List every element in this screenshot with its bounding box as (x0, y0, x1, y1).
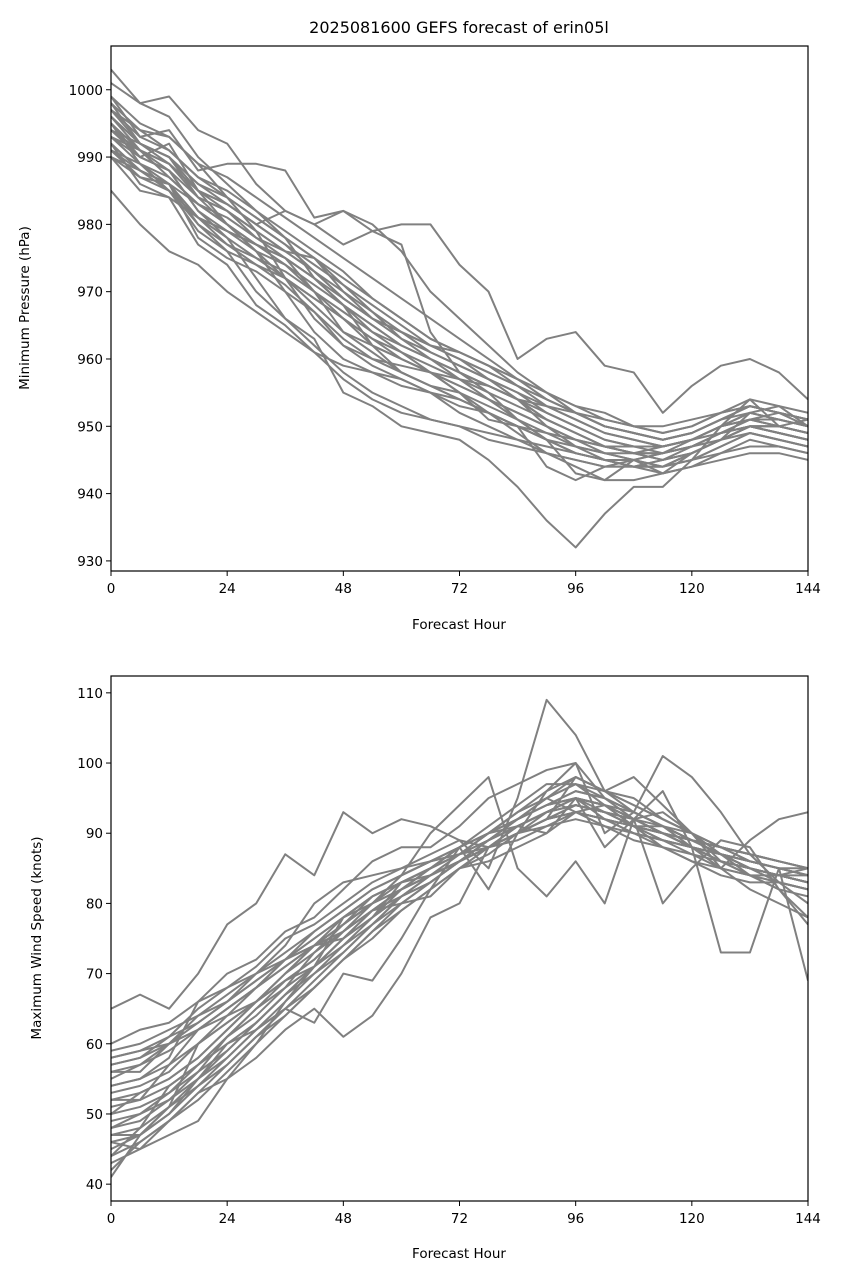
wind-x-tick-label: 144 (795, 1211, 821, 1227)
pressure-y-ticks: 930 940 950 960 970 980 990 1000 (69, 83, 111, 570)
wind-y-tick-label: 90 (86, 826, 103, 842)
pressure-y-tick-label: 940 (77, 487, 103, 503)
pressure-series-line-24 (111, 122, 808, 482)
pressure-x-tick-label: 72 (451, 581, 468, 597)
pressure-x-tick-label: 48 (335, 581, 352, 597)
wind-panel: 0 24 48 72 96 120 144 40 50 60 70 80 90 100 110 Forec… (29, 675, 821, 1262)
pressure-plot-frame (110, 45, 809, 572)
wind-y-tick-label: 60 (86, 1037, 103, 1053)
pressure-series-line-28 (111, 115, 808, 461)
pressure-y-axis-label: Minimum Pressure (hPa) (17, 226, 33, 390)
wind-x-tick-label: 96 (567, 1211, 584, 1227)
wind-y-tick-label: 40 (86, 1177, 103, 1193)
wind-y-tick-label: 70 (86, 967, 103, 983)
wind-y-tick-label: 110 (77, 686, 103, 702)
pressure-x-tick-label: 96 (567, 581, 584, 597)
pressure-y-tick-label: 950 (77, 419, 103, 435)
wind-x-ticks: 0 24 48 72 96 120 144 (107, 1201, 821, 1227)
wind-y-ticks: 40 50 60 70 80 90 100 110 (77, 686, 111, 1193)
wind-y-axis-label: Maximum Wind Speed (knots) (29, 836, 45, 1039)
pressure-series-line-31 (111, 109, 808, 441)
wind-y-tick-label: 50 (86, 1107, 103, 1123)
wind-x-tick-label: 0 (107, 1211, 116, 1227)
pressure-x-tick-label: 0 (107, 581, 116, 597)
wind-series-line-28 (111, 804, 808, 1059)
pressure-y-tick-label: 970 (77, 285, 103, 301)
wind-y-tick-label: 80 (86, 896, 103, 912)
pressure-y-tick-label: 980 (77, 217, 103, 233)
wind-x-tick-label: 120 (679, 1211, 705, 1227)
pressure-x-tick-label: 24 (219, 581, 236, 597)
wind-plot-frame (110, 675, 809, 1202)
wind-y-tick-label: 100 (77, 756, 103, 772)
pressure-series-line-29 (111, 149, 808, 468)
wind-series-line-13 (111, 776, 808, 1165)
pressure-x-axis-label: Forecast Hour (412, 617, 506, 633)
pressure-series-lines (111, 68, 808, 549)
chart-title: 2025081600 GEFS forecast of erin05l (309, 18, 609, 37)
wind-x-tick-label: 72 (451, 1211, 468, 1227)
pressure-x-tick-label: 120 (679, 581, 705, 597)
pressure-x-tick-label: 144 (795, 581, 821, 597)
wind-x-tick-label: 24 (219, 1211, 236, 1227)
pressure-y-tick-label: 960 (77, 352, 103, 368)
wind-series-line-31 (111, 811, 808, 1066)
pressure-x-ticks: 0 24 48 72 96 120 144 (107, 571, 821, 597)
wind-x-axis-label: Forecast Hour (412, 1246, 506, 1262)
pressure-y-tick-label: 930 (77, 554, 103, 570)
pressure-panel: 2025081600 GEFS forecast of erin05l 0 24 4… (17, 18, 821, 633)
pressure-y-tick-label: 1000 (69, 83, 103, 99)
pressure-series-line-30 (111, 129, 808, 448)
wind-x-tick-label: 48 (335, 1211, 352, 1227)
pressure-y-tick-label: 990 (77, 150, 103, 166)
wind-series-lines (111, 698, 808, 1178)
